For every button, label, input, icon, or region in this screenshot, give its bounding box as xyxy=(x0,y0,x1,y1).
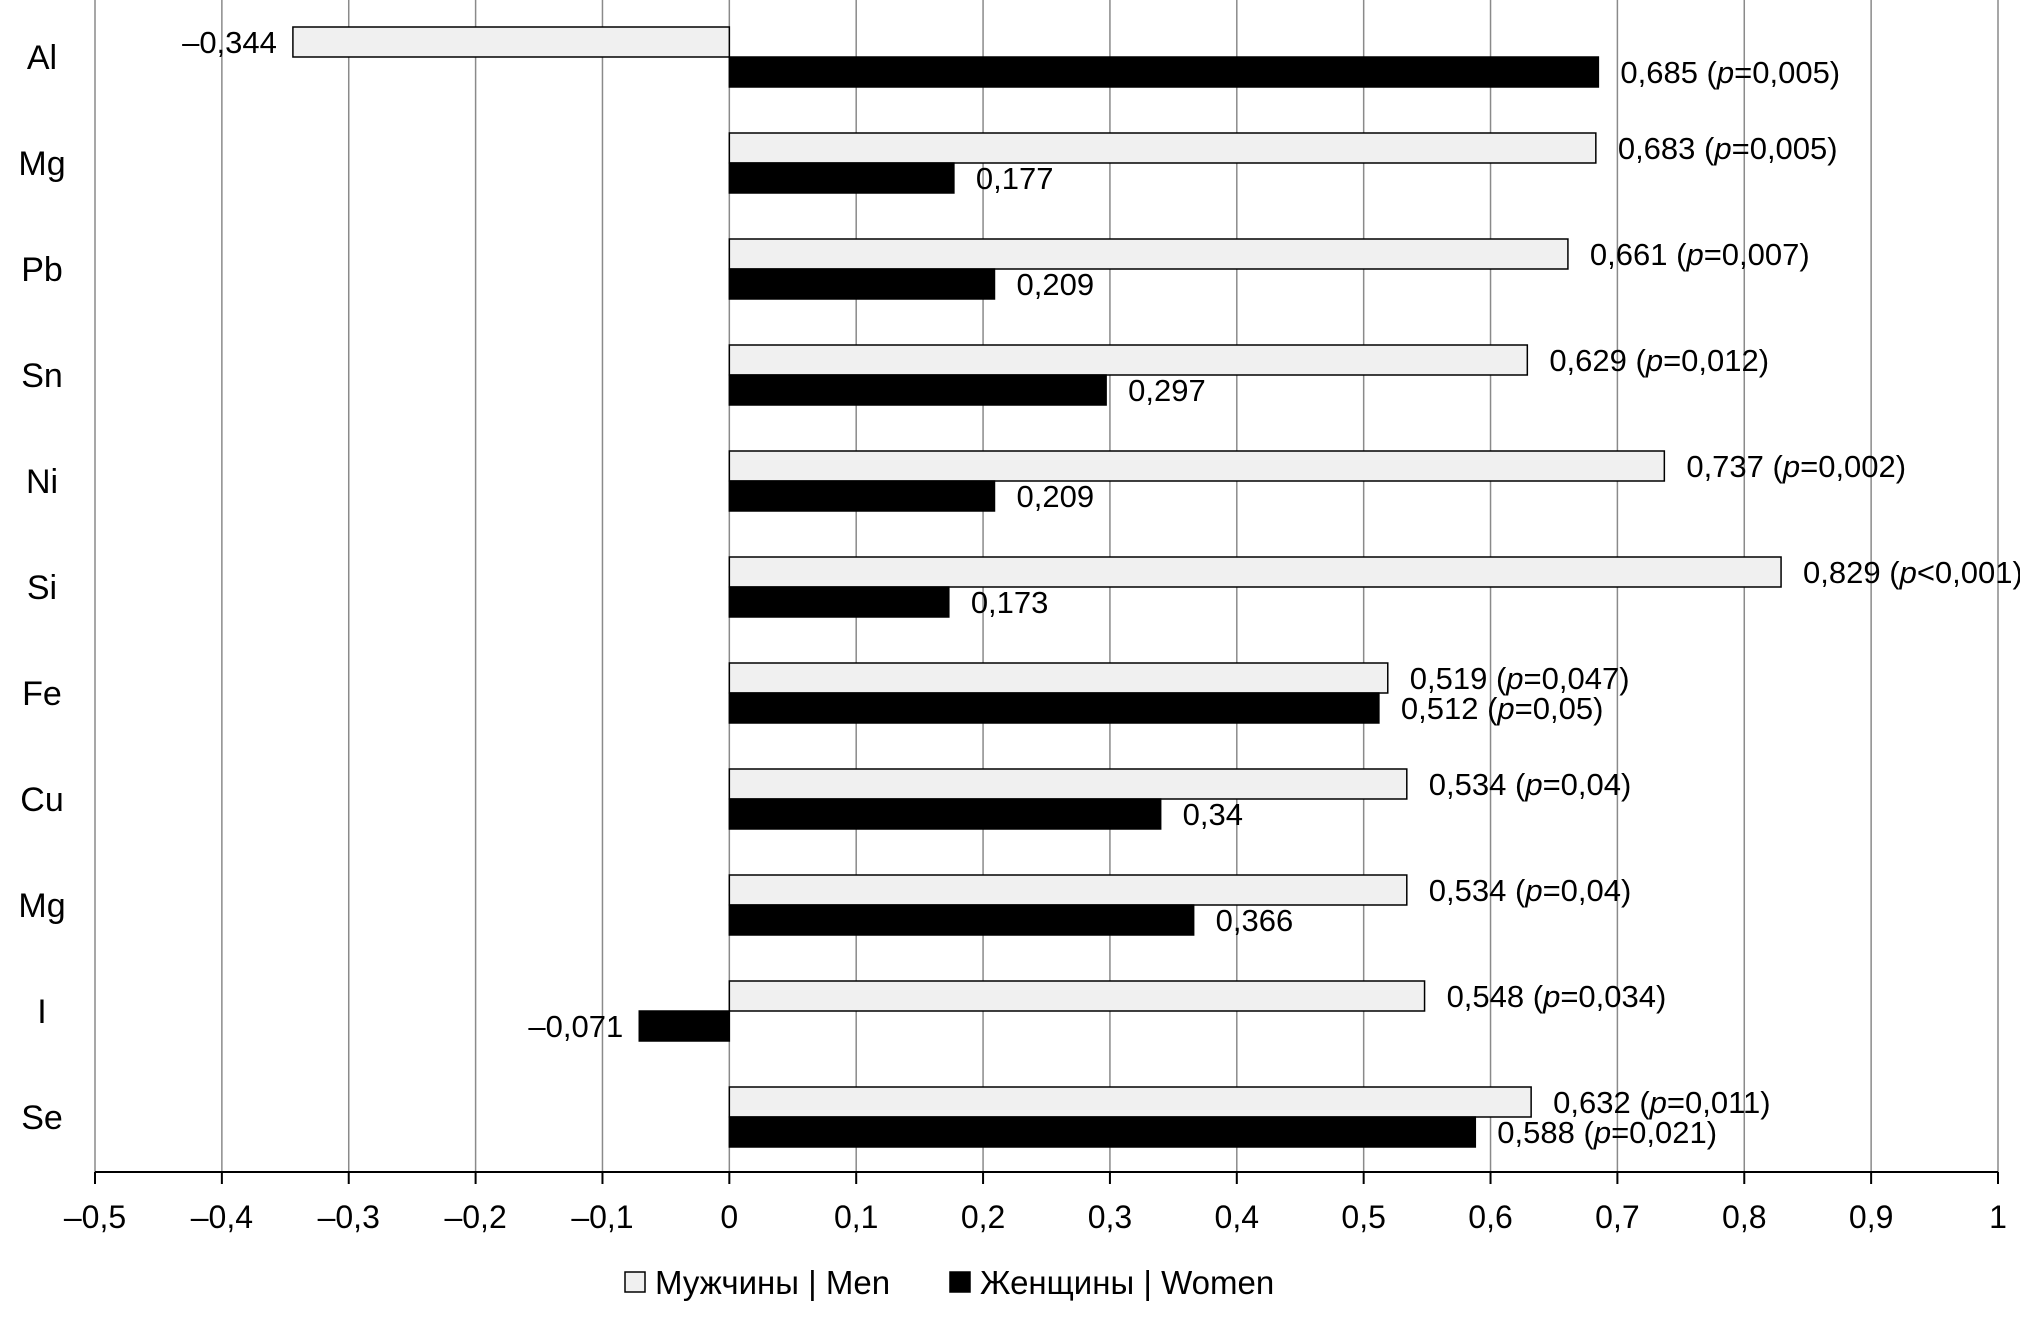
data-label: 0,661 (p=0,007) xyxy=(1590,237,1810,272)
category-labels: Al Mg Pb Sn Ni Si Fe Cu Mg I Se xyxy=(18,39,65,1137)
bar-women xyxy=(638,1010,731,1042)
x-tick-label: 0 xyxy=(720,1199,738,1235)
legend-swatch-men xyxy=(624,1271,646,1293)
bar-men xyxy=(728,344,1529,376)
x-tick-label: 0,8 xyxy=(1722,1199,1766,1235)
x-tick-label: 1 xyxy=(1989,1199,2007,1235)
data-label: –0,071 xyxy=(528,1009,623,1044)
legend-label-men: Мужчины | Men xyxy=(655,1264,890,1301)
x-tick-label: 0,4 xyxy=(1215,1199,1259,1235)
bar-women xyxy=(728,586,950,618)
data-label: 0,548 (p=0,034) xyxy=(1447,979,1667,1014)
data-label: –0,344 xyxy=(182,25,277,60)
bar-women xyxy=(728,268,996,300)
bar-men xyxy=(728,556,1782,588)
data-label: 0,173 xyxy=(971,585,1049,620)
x-axis: –0,5 –0,4 –0,3 –0,2 –0,1 0 0,1 0,2 0,3 0,4 0,5 0,6 0… xyxy=(64,1171,2007,1235)
bar-men xyxy=(728,874,1408,906)
x-tick-label: 0,2 xyxy=(961,1199,1005,1235)
bar-women xyxy=(728,798,1162,830)
data-label: 0,34 xyxy=(1183,797,1243,832)
x-tick-label: 0,7 xyxy=(1595,1199,1639,1235)
x-tick-label: –0,3 xyxy=(318,1199,380,1235)
bar-men xyxy=(728,768,1408,800)
data-label: 0,519 (p=0,047) xyxy=(1410,661,1630,696)
data-label: 0,512 (p=0,05) xyxy=(1401,691,1604,726)
category-label: I xyxy=(37,993,46,1031)
data-label: 0,366 xyxy=(1216,903,1294,938)
x-tick-label: 0,9 xyxy=(1849,1199,1893,1235)
legend-swatch-women xyxy=(949,1271,971,1293)
category-label: Se xyxy=(21,1099,63,1137)
data-label: 0,632 (p=0,011) xyxy=(1553,1085,1770,1120)
bar-women xyxy=(728,374,1107,406)
category-label: Si xyxy=(27,569,57,607)
data-label: 0,629 (p=0,012) xyxy=(1549,343,1769,378)
x-tick-label: –0,2 xyxy=(444,1199,506,1235)
category-label: Mg xyxy=(18,145,65,183)
bar-men xyxy=(728,1086,1532,1118)
bar-men xyxy=(292,26,731,58)
category-label: Al xyxy=(27,39,57,77)
category-label: Fe xyxy=(22,675,62,713)
bar-women xyxy=(728,56,1600,88)
data-label: 0,209 xyxy=(1016,267,1094,302)
bar-women xyxy=(728,904,1195,936)
bars xyxy=(292,26,1782,1148)
category-label: Pb xyxy=(21,251,63,289)
legend-label-women: Женщины | Women xyxy=(980,1264,1274,1301)
category-label: Mg xyxy=(18,887,65,925)
bar-men xyxy=(728,450,1666,482)
data-label: 0,534 (p=0,04) xyxy=(1429,873,1632,908)
bar-men xyxy=(728,132,1597,164)
category-label: Ni xyxy=(26,463,58,501)
category-label: Cu xyxy=(20,781,63,819)
x-tick-label: –0,5 xyxy=(64,1199,126,1235)
data-label: 0,737 (p=0,002) xyxy=(1686,449,1906,484)
data-label: 0,209 xyxy=(1016,479,1094,514)
bar-men xyxy=(728,238,1569,270)
legend: Мужчины | Men Женщины | Women xyxy=(624,1264,1274,1301)
data-label: 0,297 xyxy=(1128,373,1206,408)
bar-women xyxy=(728,162,955,194)
data-label: 0,177 xyxy=(976,161,1054,196)
data-label: 0,683 (p=0,005) xyxy=(1618,131,1838,166)
data-label: 0,829 (p<0,001) xyxy=(1803,555,2020,590)
bar-women xyxy=(728,692,1380,724)
data-label: 0,685 (p=0,005) xyxy=(1620,55,1840,90)
bar-men xyxy=(728,980,1426,1012)
bar-women xyxy=(728,1116,1477,1148)
x-tick-label: –0,4 xyxy=(191,1199,253,1235)
data-labels: –0,344 0,685 (p=0,005) 0,683 (p=0,005) 0,17… xyxy=(182,25,2020,1150)
x-tick-label: 0,1 xyxy=(834,1199,878,1235)
bar-men xyxy=(728,662,1389,694)
bar-women xyxy=(728,480,996,512)
category-label: Sn xyxy=(21,357,63,395)
data-label: 0,534 (p=0,04) xyxy=(1429,767,1632,802)
x-tick-label: –0,1 xyxy=(571,1199,633,1235)
x-tick-label: 0,6 xyxy=(1468,1199,1512,1235)
x-tick-label: 0,3 xyxy=(1088,1199,1132,1235)
data-label: 0,588 (p=0,021) xyxy=(1497,1115,1717,1150)
x-tick-label: 0,5 xyxy=(1341,1199,1385,1235)
